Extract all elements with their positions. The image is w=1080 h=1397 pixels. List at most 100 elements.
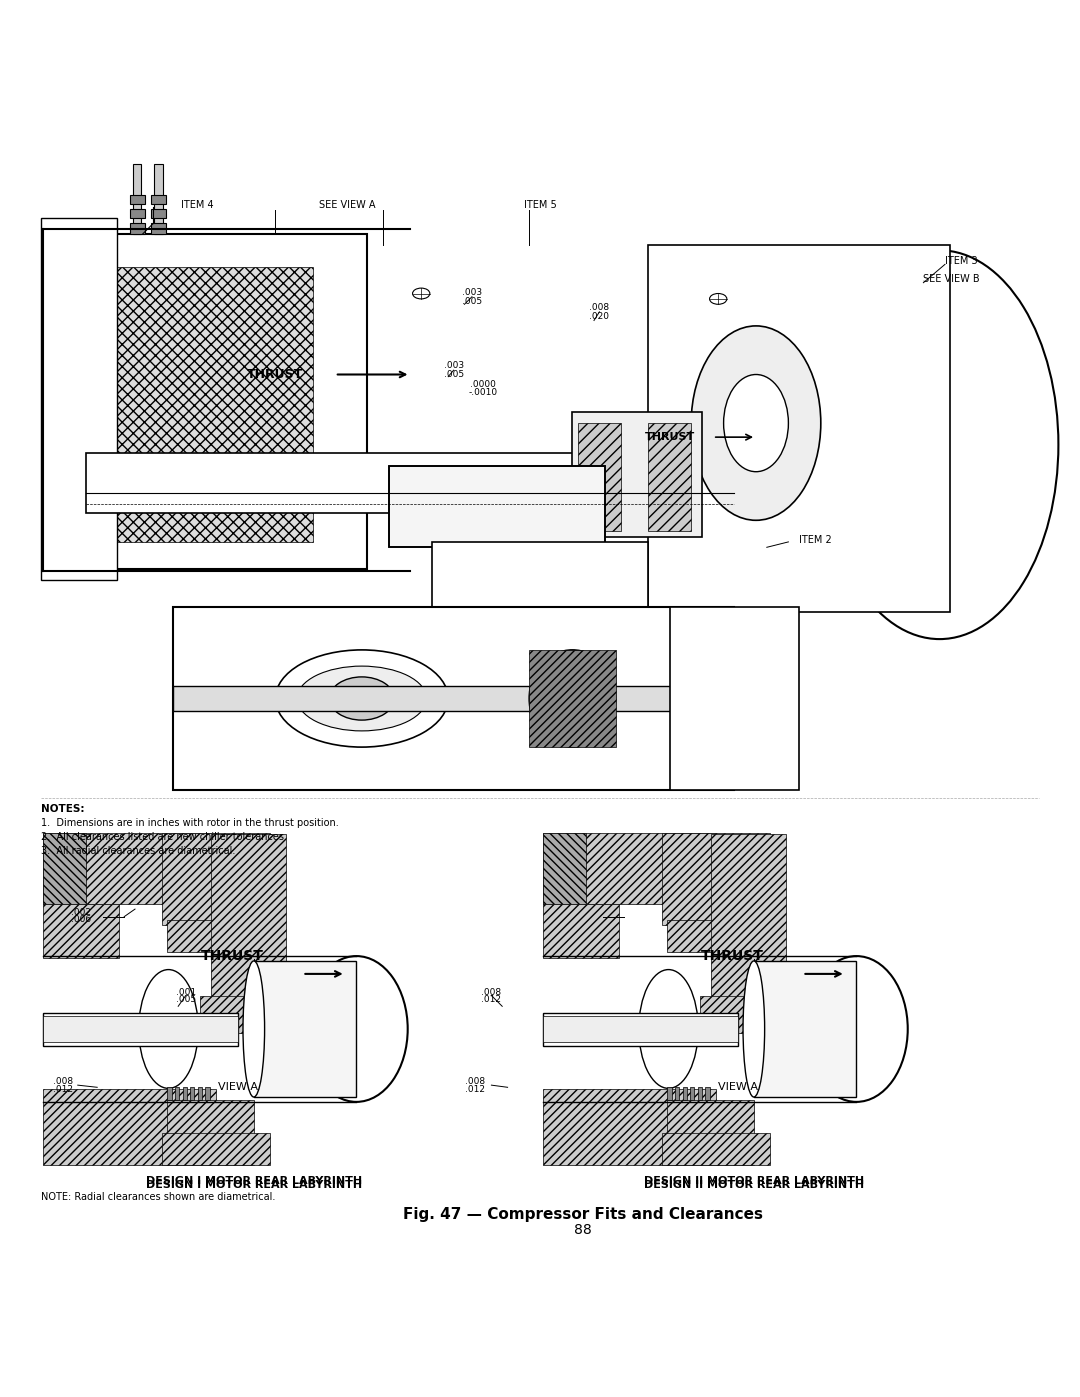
- Bar: [167, 1087, 172, 1101]
- Bar: [162, 1133, 270, 1165]
- Bar: [683, 1087, 687, 1101]
- Bar: [690, 1087, 694, 1101]
- Bar: [175, 1087, 179, 1101]
- Ellipse shape: [243, 961, 265, 1097]
- Bar: [543, 1016, 738, 1042]
- Bar: [43, 904, 119, 958]
- Bar: [543, 834, 586, 904]
- Text: VIEW A: VIEW A: [717, 1083, 758, 1092]
- Text: .001: .001: [176, 988, 195, 997]
- Bar: [151, 210, 166, 218]
- Bar: [662, 834, 770, 925]
- Bar: [543, 1090, 716, 1165]
- Bar: [130, 196, 145, 204]
- Bar: [133, 163, 141, 235]
- Text: ITEM 3: ITEM 3: [945, 256, 977, 265]
- Ellipse shape: [413, 288, 430, 299]
- Ellipse shape: [724, 374, 788, 472]
- Bar: [543, 1013, 738, 1046]
- Bar: [154, 163, 163, 235]
- Text: SEE VIEW B: SEE VIEW B: [923, 274, 980, 285]
- Bar: [43, 834, 216, 904]
- Bar: [32, 817, 508, 1173]
- Bar: [540, 817, 1015, 1173]
- Text: SEE VIEW A: SEE VIEW A: [319, 200, 375, 210]
- Bar: [667, 1087, 672, 1101]
- Bar: [130, 210, 145, 218]
- Text: ITEM 5: ITEM 5: [524, 200, 556, 210]
- Bar: [198, 1087, 202, 1101]
- Text: DESIGN I MOTOR REAR LABYRINTH: DESIGN I MOTOR REAR LABYRINTH: [146, 1176, 362, 1186]
- Bar: [667, 919, 754, 953]
- Bar: [662, 1133, 770, 1165]
- Bar: [76, 267, 313, 542]
- Bar: [43, 834, 86, 904]
- Bar: [705, 1087, 710, 1101]
- Text: 3.  All radial clearances are diametrical.: 3. All radial clearances are diametrical…: [41, 845, 235, 856]
- Bar: [648, 423, 691, 531]
- Bar: [754, 961, 856, 1097]
- Text: DESIGN II MOTOR REAR LABYRINTH: DESIGN II MOTOR REAR LABYRINTH: [644, 1179, 864, 1189]
- Text: THRUST: THRUST: [201, 949, 264, 963]
- Ellipse shape: [275, 650, 448, 747]
- Bar: [711, 834, 786, 1000]
- Bar: [432, 542, 648, 634]
- Text: DESIGN II MOTOR REAR LABYRINTH: DESIGN II MOTOR REAR LABYRINTH: [644, 1176, 864, 1186]
- Ellipse shape: [306, 956, 408, 1102]
- Bar: [698, 1087, 702, 1101]
- Bar: [543, 904, 619, 958]
- Text: .005: .005: [176, 995, 195, 1004]
- Ellipse shape: [710, 293, 727, 305]
- Bar: [254, 961, 356, 1097]
- Text: .006: .006: [71, 915, 91, 925]
- Text: .003: .003: [462, 288, 482, 298]
- Text: 1.  Dimensions are in inches with rotor in the thrust position.: 1. Dimensions are in inches with rotor i…: [41, 817, 339, 827]
- Ellipse shape: [138, 970, 199, 1088]
- Text: VIEW A: VIEW A: [217, 1083, 258, 1092]
- Bar: [572, 412, 702, 536]
- Text: .012: .012: [53, 1085, 72, 1094]
- Bar: [41, 218, 117, 580]
- Text: .002: .002: [71, 908, 91, 916]
- Bar: [43, 1016, 238, 1042]
- Text: .012: .012: [465, 1085, 485, 1094]
- Bar: [43, 224, 108, 574]
- Text: NOTES:: NOTES:: [41, 803, 84, 813]
- Text: .005: .005: [462, 296, 482, 306]
- Text: 2.  All clearances listed are new chiller tolerances.: 2. All clearances listed are new chiller…: [41, 831, 287, 842]
- Bar: [675, 1087, 679, 1101]
- Text: .008: .008: [482, 988, 501, 997]
- Bar: [700, 996, 786, 1034]
- Bar: [200, 996, 286, 1034]
- Bar: [543, 834, 716, 904]
- Bar: [173, 686, 734, 711]
- Bar: [32, 180, 1069, 791]
- Text: 88: 88: [575, 1222, 592, 1236]
- Bar: [162, 834, 270, 925]
- Text: .0000: .0000: [470, 380, 496, 388]
- Bar: [529, 650, 616, 747]
- Bar: [578, 423, 621, 531]
- Text: THRUST: THRUST: [645, 432, 694, 441]
- Bar: [190, 1087, 194, 1101]
- Ellipse shape: [691, 326, 821, 520]
- Text: DESIGN I MOTOR REAR LABYRINTH: DESIGN I MOTOR REAR LABYRINTH: [146, 1179, 362, 1189]
- Text: Fig. 47 — Compressor Fits and Clearances: Fig. 47 — Compressor Fits and Clearances: [403, 1207, 764, 1222]
- Bar: [183, 1087, 187, 1101]
- Bar: [43, 1090, 216, 1165]
- Ellipse shape: [297, 666, 427, 731]
- Bar: [667, 1101, 754, 1165]
- Ellipse shape: [529, 650, 616, 747]
- Bar: [86, 454, 734, 513]
- Bar: [151, 224, 166, 235]
- Ellipse shape: [821, 250, 1058, 638]
- Bar: [151, 196, 166, 204]
- Text: .003: .003: [444, 362, 463, 370]
- Text: .012: .012: [482, 995, 501, 1004]
- Bar: [389, 467, 605, 548]
- Text: ITEM 4: ITEM 4: [181, 200, 214, 210]
- Text: ITEM 2: ITEM 2: [799, 535, 832, 545]
- Ellipse shape: [743, 961, 765, 1097]
- Bar: [389, 467, 605, 548]
- Text: .020: .020: [590, 312, 609, 321]
